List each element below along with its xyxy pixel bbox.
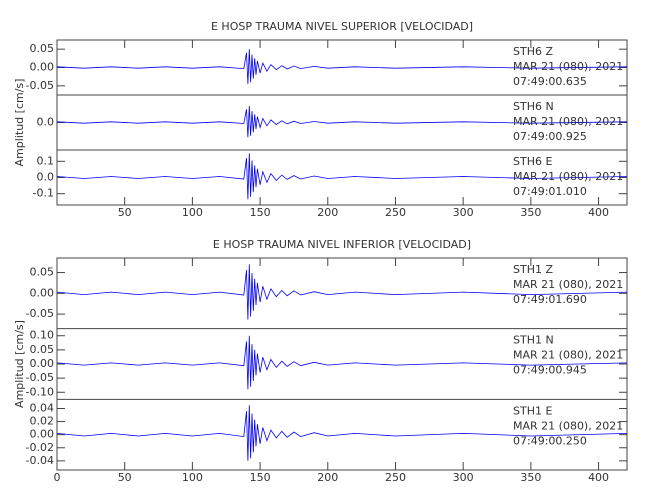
x-tick-label: 50	[118, 471, 132, 484]
station-label: STH1 E	[513, 404, 552, 417]
time-label: 07:49:00.925	[513, 130, 587, 143]
y-tick-label: 0.1	[37, 154, 55, 167]
time-label: 07:49:00.635	[513, 75, 587, 88]
x-tick-label: 100	[182, 471, 203, 484]
x-tick-label: 100	[182, 206, 203, 219]
y-tick-label: -0.05	[26, 371, 54, 384]
x-tick-label: 200	[317, 206, 338, 219]
station-label: STH6 Z	[513, 45, 553, 58]
y-tick-label: 0.0	[37, 116, 55, 129]
x-tick-label: 150	[250, 471, 271, 484]
time-label: 07:49:00.250	[513, 434, 587, 447]
y-tick-label: -0.02	[26, 441, 54, 454]
waveform	[56, 264, 628, 320]
x-tick-label: 300	[453, 206, 474, 219]
x-tick-label: 350	[520, 206, 541, 219]
y-tick-label: 0.00	[30, 357, 55, 370]
date-label: MAR 21 (080), 2021	[513, 349, 623, 362]
chart-title: E HOSP TRAUMA NIVEL SUPERIOR [VELOCIDAD]	[211, 20, 473, 33]
x-tick-label: 0	[54, 471, 61, 484]
y-tick-label: 0.00	[30, 61, 55, 74]
x-tick-label: 250	[385, 471, 406, 484]
waveform	[56, 405, 628, 461]
y-tick-label: 0.05	[30, 266, 55, 279]
y-tick-label: 0.05	[30, 42, 55, 55]
x-tick-label: 50	[118, 206, 132, 219]
date-label: MAR 21 (080), 2021	[513, 419, 623, 432]
chart-title: E HOSP TRAUMA NIVEL INFERIOR [VELOCIDAD]	[213, 238, 471, 251]
station-label: STH6 N	[513, 100, 554, 113]
date-label: MAR 21 (080), 2021	[513, 170, 623, 183]
time-label: 07:49:01.690	[513, 293, 587, 306]
y-tick-label: 0.00	[30, 286, 55, 299]
x-tick-label: 300	[453, 471, 474, 484]
date-label: MAR 21 (080), 2021	[513, 115, 623, 128]
y-tick-label: -0.1	[33, 187, 54, 200]
y-tick-label: -0.05	[26, 79, 54, 92]
y-tick-label: 0.10	[30, 329, 55, 342]
y-tick-label: -0.04	[26, 454, 54, 467]
y-tick-label: 0.05	[30, 343, 55, 356]
y-tick-label: -0.05	[26, 307, 54, 320]
x-tick-label: 200	[317, 471, 338, 484]
x-tick-label: 250	[385, 206, 406, 219]
y-tick-label: 0.04	[30, 401, 55, 414]
y-tick-label: -0.10	[26, 385, 54, 398]
station-label: STH1 N	[513, 334, 554, 347]
waveform	[56, 49, 628, 85]
time-label: 07:49:00.945	[513, 364, 587, 377]
x-tick-label: 350	[520, 471, 541, 484]
x-tick-label: 400	[588, 471, 609, 484]
y-axis-label: Amplitud [cm/s]	[13, 79, 26, 167]
y-axis-label: Amplitud [cm/s]	[13, 320, 26, 408]
x-tick-label: 150	[250, 206, 271, 219]
time-label: 07:49:01.010	[513, 185, 587, 198]
waveform	[56, 335, 628, 390]
station-label: STH1 Z	[513, 263, 553, 276]
station-label: STH6 E	[513, 155, 552, 168]
waveform	[56, 153, 628, 200]
y-tick-label: 0.0	[37, 171, 55, 184]
y-tick-label: 0.02	[30, 415, 55, 428]
y-tick-label: 0.00	[30, 428, 55, 441]
waveform	[56, 105, 628, 138]
date-label: MAR 21 (080), 2021	[513, 278, 623, 291]
date-label: MAR 21 (080), 2021	[513, 60, 623, 73]
x-tick-label: 400	[588, 206, 609, 219]
